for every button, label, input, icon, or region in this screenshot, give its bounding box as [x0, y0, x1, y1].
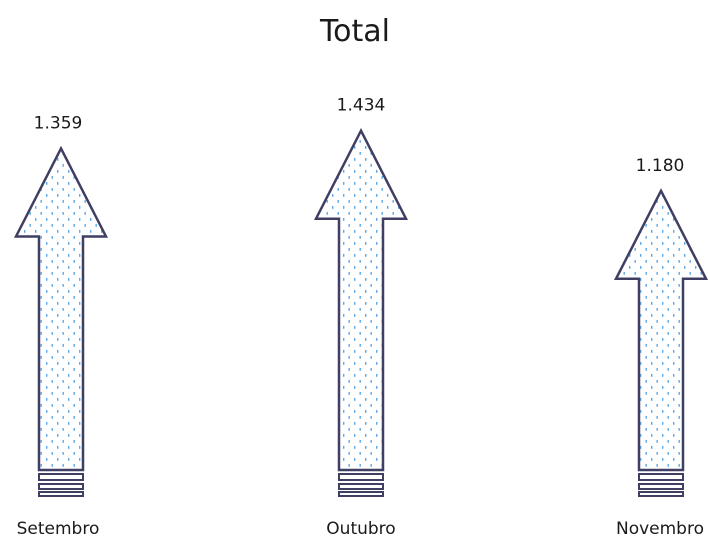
- category-label: Setembro: [17, 519, 100, 539]
- arrow-base-stripe: [638, 473, 684, 481]
- arrow-base-stripe: [338, 491, 384, 497]
- chart-marks: 1.359 Setembro 1.434 Outubro 1.180 Novembro: [13, 96, 709, 539]
- category-label: Outubro: [326, 519, 395, 539]
- arrow-base-stripe: [638, 483, 684, 490]
- arrow-base-stripe: [338, 473, 384, 481]
- category-label: Novembro: [616, 519, 704, 539]
- arrow-bar-novembro: [613, 188, 709, 472]
- arrow-base-stripe: [38, 483, 84, 490]
- arrow-base-stripe: [38, 491, 84, 497]
- chart-title: Total: [319, 14, 391, 49]
- value-label: 1.180: [636, 156, 685, 176]
- arrow-bar-outubro: [313, 127, 409, 472]
- arrow-bar-setembro: [13, 145, 109, 472]
- value-label: 1.434: [337, 96, 386, 116]
- arrow-base-stripe: [638, 491, 684, 497]
- arrow-base-stripe: [38, 473, 84, 481]
- arrow-base-stripe: [338, 483, 384, 490]
- value-label: 1.359: [34, 113, 83, 133]
